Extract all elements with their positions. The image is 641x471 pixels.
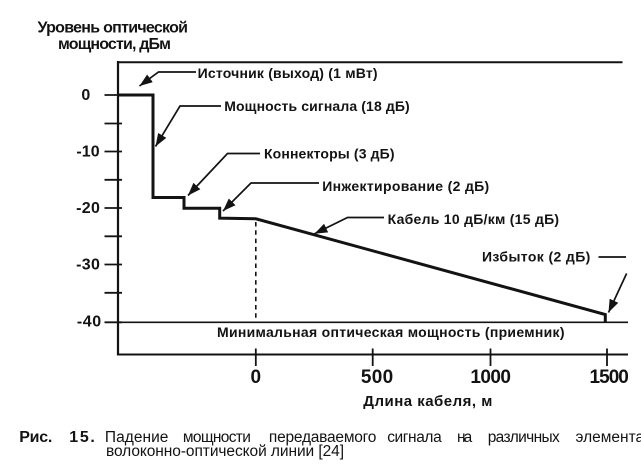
svg-text:-10: -10 [76, 144, 99, 161]
svg-text:1500: 1500 [590, 367, 629, 388]
svg-text:Длина кабеля, м: Длина кабеля, м [363, 393, 492, 410]
svg-text:Источник (выход) (1 мВт): Источник (выход) (1 мВт) [198, 65, 378, 81]
svg-text:-40: -40 [77, 314, 101, 331]
svg-text:0: 0 [251, 367, 262, 388]
svg-text:Рис.: Рис. [19, 429, 52, 446]
svg-text:сигнала: сигнала [387, 429, 442, 446]
svg-text:15.: 15. [69, 429, 95, 446]
svg-text:Мощность сигнала (18 дБ): Мощность сигнала (18 дБ) [224, 98, 410, 114]
svg-text:Минимальная оптическая мощност: Минимальная оптическая мощность (приемни… [217, 324, 565, 340]
svg-text:Коннекторы (3 дБ): Коннекторы (3 дБ) [264, 145, 395, 161]
svg-text:различных: различных [488, 429, 560, 446]
svg-text:мощности: мощности [183, 429, 251, 446]
svg-text:волоконно-оптической линии [24: волоконно-оптической линии [24] [106, 443, 344, 460]
svg-text:мощности, дБм: мощности, дБм [58, 36, 171, 53]
svg-text:1000: 1000 [470, 367, 511, 388]
svg-text:-20: -20 [76, 200, 100, 217]
svg-text:Падение: Падение [105, 429, 168, 446]
svg-text:0: 0 [81, 87, 90, 104]
svg-text:элементах: элементах [576, 429, 641, 446]
svg-text:передаваемого: передаваемого [269, 429, 377, 446]
svg-text:Избыток (2 дБ): Избыток (2 дБ) [482, 249, 590, 265]
svg-text:-30: -30 [76, 257, 100, 274]
svg-text:Кабель 10 дБ/км (15 дБ): Кабель 10 дБ/км (15 дБ) [388, 211, 559, 227]
svg-text:500: 500 [361, 367, 393, 388]
svg-text:Уровень оптической: Уровень оптической [38, 20, 189, 37]
svg-text:на: на [457, 429, 473, 446]
svg-text:Инжектирование (2 дБ): Инжектирование (2 дБ) [322, 178, 489, 194]
